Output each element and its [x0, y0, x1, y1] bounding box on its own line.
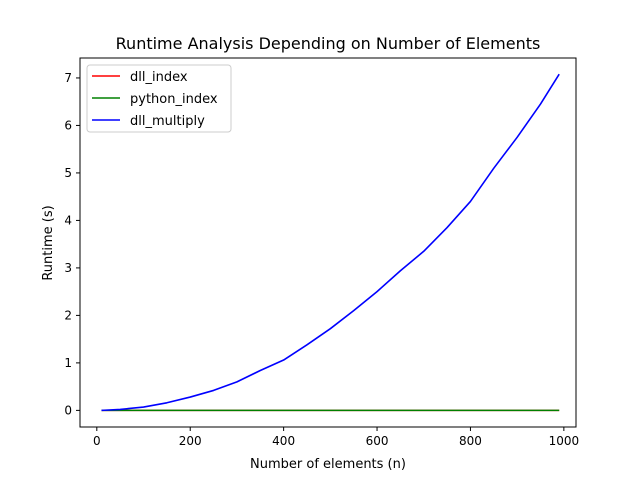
- legend-label-python-index: python_index: [130, 92, 218, 107]
- series-line-dll-multiply: [101, 73, 560, 412]
- x-tick-label: 600: [366, 434, 389, 448]
- x-axis-ticks: 0 200 400 600 800 1000: [93, 427, 579, 448]
- x-tick-label: 1000: [549, 434, 580, 448]
- x-tick-label: 400: [272, 434, 295, 448]
- x-tick-label: 800: [459, 434, 482, 448]
- chart-title: Runtime Analysis Depending on Number of …: [116, 34, 541, 53]
- y-tick-label: 5: [64, 166, 72, 180]
- legend: dll_index python_index dll_multiply: [86, 64, 232, 133]
- y-tick-label: 0: [64, 403, 72, 417]
- y-tick-label: 7: [64, 71, 72, 85]
- y-tick-label: 3: [64, 261, 72, 275]
- x-tick-label: 200: [179, 434, 202, 448]
- x-axis-label: Number of elements (n): [250, 457, 406, 472]
- legend-box: [86, 64, 232, 133]
- plot-frame: [79, 57, 577, 428]
- legend-label-dll-multiply: dll_multiply: [130, 114, 205, 129]
- x-tick-label: 0: [93, 434, 101, 448]
- plot-area: [79, 57, 577, 428]
- y-axis-label: Runtime (s): [41, 205, 56, 280]
- y-axis-ticks: 0 1 2 3 4 5 6 7: [64, 71, 80, 417]
- y-tick-label: 2: [64, 308, 72, 322]
- series-layer: [101, 73, 560, 412]
- y-tick-label: 1: [64, 356, 72, 370]
- y-tick-label: 6: [64, 118, 72, 132]
- y-tick-label: 4: [64, 213, 72, 227]
- legend-label-dll-index: dll_index: [130, 70, 188, 85]
